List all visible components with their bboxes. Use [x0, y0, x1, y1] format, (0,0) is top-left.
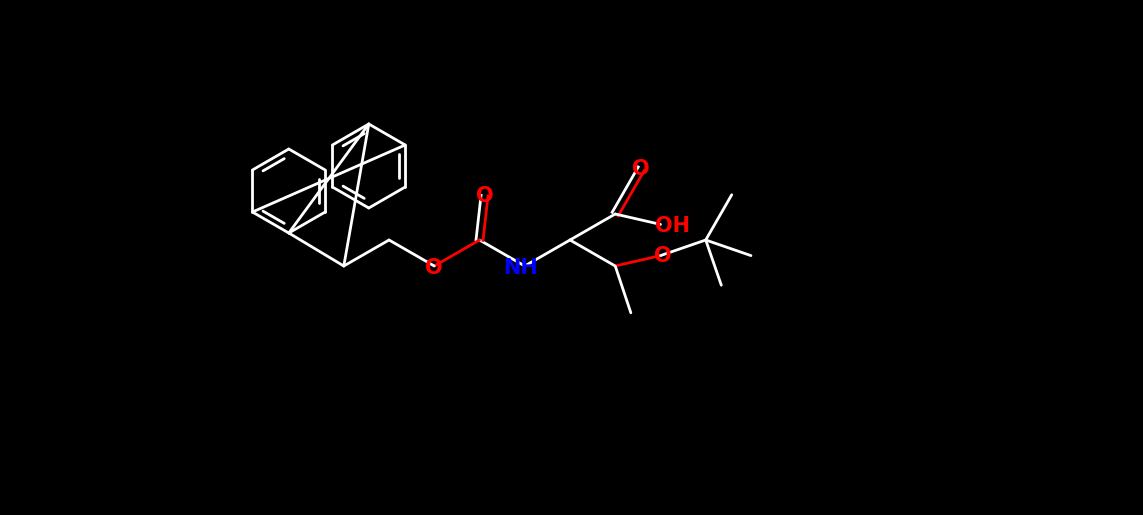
Text: NH: NH — [503, 258, 538, 278]
Text: O: O — [654, 246, 671, 266]
Text: OH: OH — [655, 216, 690, 236]
Text: O: O — [475, 186, 494, 206]
Text: O: O — [425, 258, 443, 278]
Text: O: O — [632, 159, 650, 179]
